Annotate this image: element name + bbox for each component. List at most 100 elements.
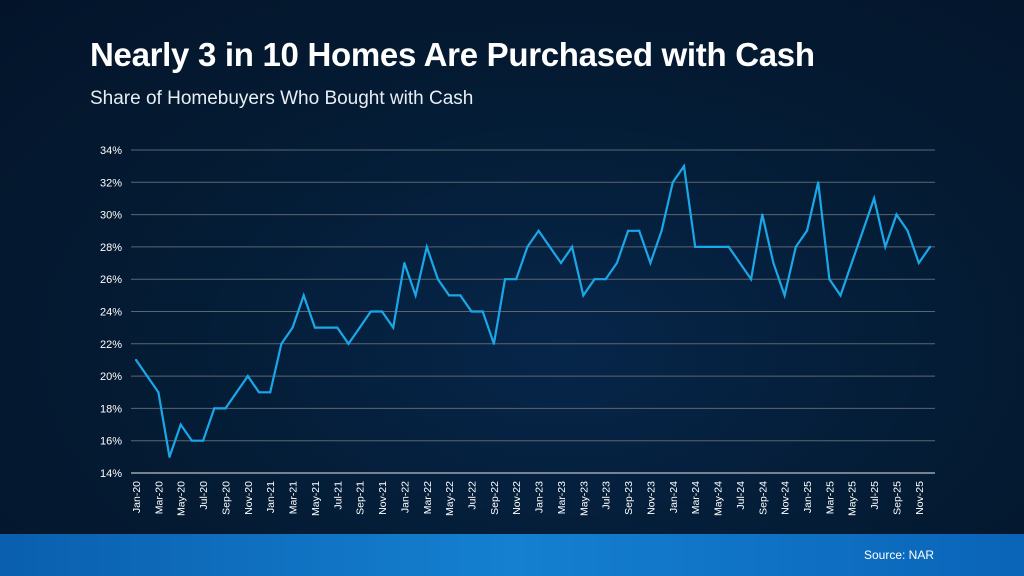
data-point — [224, 407, 227, 410]
data-point — [157, 391, 160, 394]
data-point — [358, 326, 361, 329]
chart-subtitle: Share of Homebuyers Who Bought with Cash — [90, 88, 474, 109]
data-point — [872, 197, 876, 200]
data-point — [682, 165, 686, 168]
data-point — [302, 294, 305, 297]
data-point — [257, 391, 261, 394]
x-tick-label: Nov-25 — [914, 481, 926, 515]
data-point — [705, 245, 708, 248]
x-tick-label: Nov-23 — [645, 481, 657, 515]
data-point — [861, 229, 865, 232]
data-point — [336, 326, 339, 329]
data-point — [738, 261, 741, 265]
x-tick-label: Jan-20 — [131, 481, 143, 513]
data-point — [459, 294, 462, 297]
y-tick-label: 20% — [100, 371, 122, 383]
x-tick-label: May-25 — [847, 481, 859, 516]
data-point — [347, 342, 350, 345]
y-tick-label: 16% — [100, 436, 122, 448]
x-tick-label: Jul-20 — [198, 481, 210, 510]
data-point — [436, 278, 440, 281]
data-point — [492, 342, 495, 345]
data-point — [783, 294, 786, 297]
x-tick-label: Sep-24 — [757, 481, 769, 515]
x-tick-label: May-24 — [713, 481, 725, 516]
x-tick-label: Sep-21 — [355, 481, 367, 515]
data-point — [727, 245, 730, 248]
data-point — [805, 229, 809, 232]
x-tick-label: Mar-25 — [824, 481, 836, 514]
x-tick-label: Mar-23 — [556, 481, 568, 514]
data-point — [414, 294, 417, 297]
x-tick-label: Jan-21 — [265, 481, 277, 513]
y-tick-label: 14% — [100, 468, 122, 480]
data-point — [828, 278, 831, 281]
data-point — [660, 229, 663, 232]
data-point — [593, 278, 596, 281]
data-point — [615, 261, 618, 265]
data-point — [291, 326, 294, 329]
data-point — [794, 245, 797, 248]
data-point — [246, 375, 249, 378]
data-point — [928, 245, 932, 248]
data-point — [559, 261, 563, 265]
data-point — [772, 261, 775, 265]
data-point — [548, 245, 551, 248]
data-point — [537, 229, 540, 232]
data-point — [425, 245, 428, 248]
x-tick-label: Sep-20 — [220, 481, 232, 515]
data-point — [235, 391, 238, 394]
x-tick-label: Mar-21 — [288, 481, 300, 514]
y-tick-label: 24% — [100, 307, 122, 319]
x-tick-label: May-22 — [444, 481, 456, 516]
x-tick-label: Jul-21 — [332, 481, 344, 510]
data-point — [515, 278, 518, 281]
x-tick-label: Sep-23 — [623, 481, 635, 515]
x-tick-label: Sep-22 — [489, 481, 501, 515]
data-point — [168, 455, 171, 458]
x-tick-label: May-20 — [176, 481, 188, 516]
data-point — [761, 213, 764, 216]
data-point — [749, 278, 753, 281]
data-point — [604, 278, 607, 281]
data-point — [201, 439, 205, 442]
y-tick-label: 32% — [100, 177, 122, 189]
data-point — [470, 310, 473, 313]
y-tick-label: 18% — [100, 403, 122, 415]
data-point — [325, 326, 328, 329]
data-point — [817, 181, 820, 184]
x-tick-label: Nov-21 — [377, 481, 389, 515]
data-point — [190, 439, 194, 442]
data-point — [638, 229, 641, 232]
y-tick-label: 26% — [100, 274, 122, 286]
data-point — [380, 310, 384, 313]
data-point — [716, 245, 719, 248]
data-point — [134, 358, 138, 362]
x-tick-label: Sep-25 — [891, 481, 903, 515]
data-point — [280, 342, 283, 345]
data-point — [694, 245, 697, 248]
x-tick-label: May-23 — [578, 481, 590, 516]
data-point — [906, 229, 909, 232]
data-point — [369, 310, 372, 313]
x-tick-label: Nov-22 — [511, 481, 523, 515]
x-tick-label: Jul-22 — [466, 481, 478, 510]
data-point — [213, 407, 216, 410]
data-point — [649, 261, 652, 265]
y-tick-label: 30% — [100, 210, 122, 222]
data-point — [850, 261, 853, 265]
x-tick-label: Mar-24 — [690, 481, 702, 514]
x-tick-label: Nov-20 — [243, 481, 255, 515]
data-point — [403, 261, 406, 265]
data-point — [884, 245, 887, 248]
x-tick-label: Jul-23 — [601, 481, 613, 510]
data-point — [146, 375, 149, 378]
y-tick-label: 28% — [100, 242, 122, 254]
data-point — [313, 326, 317, 329]
chart-title: Nearly 3 in 10 Homes Are Purchased with … — [90, 36, 815, 73]
data-point — [392, 326, 395, 329]
data-point — [448, 294, 451, 297]
x-tick-label: Jan-25 — [802, 481, 814, 513]
data-point — [839, 294, 842, 297]
